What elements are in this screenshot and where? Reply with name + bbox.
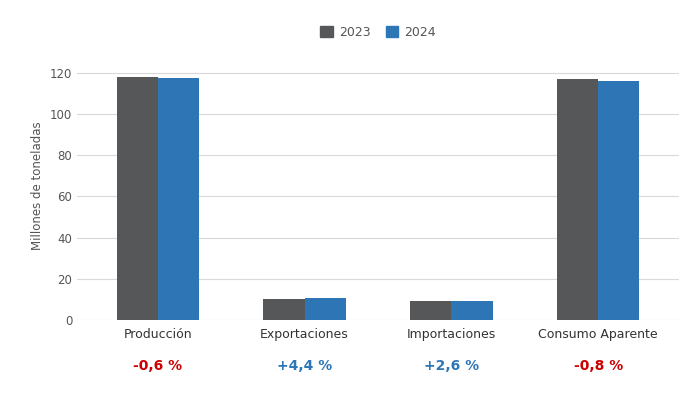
- Text: -0,6 %: -0,6 %: [133, 359, 182, 373]
- Bar: [557, 79, 598, 320]
- Text: +2,6 %: +2,6 %: [424, 359, 479, 373]
- Y-axis label: Millones de toneladas: Millones de toneladas: [32, 122, 44, 250]
- Bar: [117, 77, 158, 320]
- Bar: [158, 78, 199, 320]
- Bar: [263, 299, 304, 320]
- Legend: 2023, 2024: 2023, 2024: [315, 21, 441, 44]
- Bar: [452, 301, 493, 320]
- Bar: [410, 302, 452, 320]
- Text: +4,4 %: +4,4 %: [277, 359, 332, 373]
- Text: -0,8 %: -0,8 %: [573, 359, 623, 373]
- Bar: [304, 298, 346, 320]
- Bar: [598, 81, 639, 320]
